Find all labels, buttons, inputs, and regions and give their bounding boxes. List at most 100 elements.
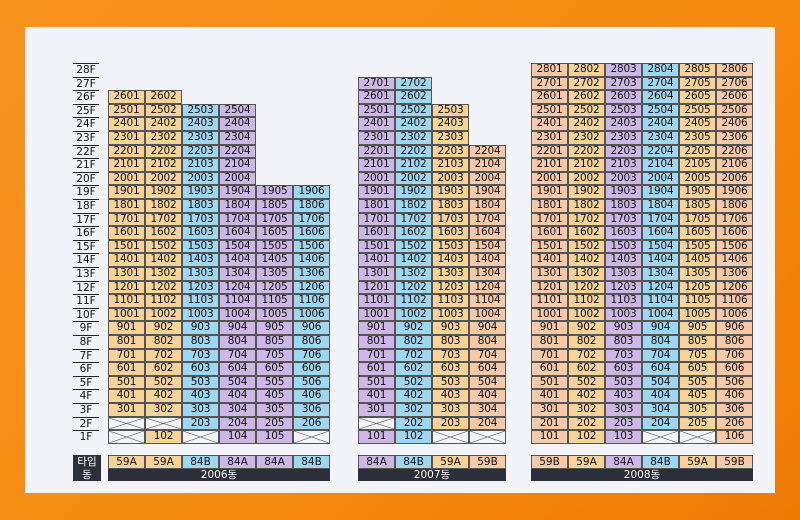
unit-cell[interactable]: 704	[219, 348, 256, 363]
unit-cell[interactable]: 1501	[358, 239, 395, 254]
unit-cell[interactable]: 404	[642, 389, 679, 403]
unit-cell[interactable]: 2501	[358, 103, 395, 118]
unit-cell[interactable]: 102	[568, 430, 605, 444]
unit-cell[interactable]: 1505	[256, 239, 293, 254]
unit-cell[interactable]: 1205	[679, 280, 716, 295]
unit-cell[interactable]: 1104	[469, 294, 506, 308]
unit-cell[interactable]: 406	[716, 389, 753, 403]
unit-cell[interactable]: 1902	[568, 185, 605, 199]
unit-cell[interactable]: 1604	[469, 226, 506, 240]
unit-cell[interactable]: 701	[358, 348, 395, 363]
unit-cell[interactable]: 2701	[358, 76, 395, 91]
unit-cell[interactable]: 1801	[358, 199, 395, 213]
unit-cell[interactable]: 2803	[605, 63, 642, 77]
unit-cell[interactable]: 1304	[642, 267, 679, 281]
unit-cell[interactable]: 1405	[679, 253, 716, 267]
unit-cell[interactable]: 706	[293, 348, 330, 363]
unit-cell[interactable]: 2304	[219, 131, 256, 145]
unit-cell[interactable]: 1605	[256, 226, 293, 240]
unit-cell[interactable]: 904	[469, 321, 506, 335]
unit-cell[interactable]: 601	[531, 362, 568, 376]
unit-cell[interactable]: 2004	[219, 171, 256, 186]
unit-cell[interactable]: 203	[605, 416, 642, 431]
unit-cell[interactable]: 1005	[679, 307, 716, 322]
unit-cell[interactable]: 1603	[432, 226, 469, 240]
unit-cell[interactable]: 1703	[605, 212, 642, 227]
unit-cell[interactable]: 1906	[293, 185, 330, 199]
unit-cell[interactable]: 203	[182, 416, 219, 431]
unit-cell[interactable]: 201	[531, 416, 568, 431]
unit-cell[interactable]: 2104	[219, 158, 256, 172]
unit-cell[interactable]: 2402	[568, 117, 605, 131]
unit-cell[interactable]: 1303	[605, 267, 642, 281]
unit-cell[interactable]: 2404	[642, 117, 679, 131]
unit-cell[interactable]: 901	[358, 321, 395, 335]
unit-cell[interactable]: 1903	[432, 185, 469, 199]
unit-cell[interactable]: 502	[395, 375, 432, 390]
unit-cell[interactable]: 101	[358, 430, 395, 444]
unit-cell[interactable]: 2204	[219, 144, 256, 159]
unit-cell[interactable]: 706	[716, 348, 753, 363]
unit-cell[interactable]: 1203	[182, 280, 219, 295]
unit-cell[interactable]: 1104	[642, 294, 679, 308]
unit-cell[interactable]: 2302	[395, 131, 432, 145]
unit-cell[interactable]: 1502	[568, 239, 605, 254]
unit-cell[interactable]: 1402	[568, 253, 605, 267]
unit-cell[interactable]: 1202	[395, 280, 432, 295]
unit-cell[interactable]: 205	[679, 416, 716, 431]
unit-cell[interactable]: 303	[605, 403, 642, 417]
unit-cell[interactable]: 1604	[219, 226, 256, 240]
unit-cell[interactable]: 1302	[395, 267, 432, 281]
unit-cell[interactable]: 102	[395, 430, 432, 444]
unit-cell[interactable]: 1202	[568, 280, 605, 295]
unit-cell[interactable]: 1401	[358, 253, 395, 267]
unit-cell[interactable]: 1203	[432, 280, 469, 295]
unit-cell[interactable]: 1101	[358, 294, 395, 308]
unit-cell[interactable]: 801	[531, 335, 568, 349]
unit-cell[interactable]: 206	[293, 416, 330, 431]
unit-cell[interactable]: 801	[108, 335, 145, 349]
unit-cell[interactable]: 1404	[219, 253, 256, 267]
unit-cell[interactable]: 601	[358, 362, 395, 376]
unit-cell[interactable]: 2805	[679, 63, 716, 77]
unit-cell[interactable]: 806	[716, 335, 753, 349]
unit-cell[interactable]: 1402	[145, 253, 182, 267]
unit-cell[interactable]: 2506	[716, 103, 753, 118]
unit-cell[interactable]: 1904	[642, 185, 679, 199]
unit-cell[interactable]: 1102	[395, 294, 432, 308]
unit-cell[interactable]: 2402	[145, 117, 182, 131]
unit-cell[interactable]: 105	[256, 430, 293, 444]
unit-cell[interactable]: 2702	[395, 76, 432, 91]
unit-cell[interactable]: 2002	[395, 171, 432, 186]
unit-cell[interactable]: 2204	[642, 144, 679, 159]
unit-cell[interactable]: 1901	[531, 185, 568, 199]
unit-cell[interactable]: 1903	[182, 185, 219, 199]
unit-cell[interactable]: 2201	[108, 144, 145, 159]
unit-cell[interactable]: 2406	[716, 117, 753, 131]
unit-cell[interactable]: 301	[531, 403, 568, 417]
unit-cell[interactable]: 302	[395, 403, 432, 417]
unit-cell[interactable]: 1406	[716, 253, 753, 267]
unit-cell[interactable]: 106	[716, 430, 753, 444]
unit-cell[interactable]: 401	[531, 389, 568, 403]
unit-cell[interactable]: 1706	[293, 212, 330, 227]
unit-cell[interactable]: 1905	[256, 185, 293, 199]
unit-cell[interactable]: 2602	[395, 90, 432, 104]
unit-cell[interactable]: 202	[395, 416, 432, 431]
unit-cell[interactable]: 1901	[108, 185, 145, 199]
unit-cell[interactable]: 1201	[108, 280, 145, 295]
unit-cell[interactable]: 402	[145, 389, 182, 403]
unit-cell[interactable]: 1002	[568, 307, 605, 322]
unit-cell[interactable]: 1606	[716, 226, 753, 240]
unit-cell[interactable]: 2101	[531, 158, 568, 172]
unit-cell[interactable]: 605	[679, 362, 716, 376]
unit-cell[interactable]: 1206	[293, 280, 330, 295]
unit-cell[interactable]: 2003	[605, 171, 642, 186]
unit-cell[interactable]: 1806	[716, 199, 753, 213]
unit-cell[interactable]: 2106	[716, 158, 753, 172]
unit-cell[interactable]: 2503	[605, 103, 642, 118]
unit-cell[interactable]: 2504	[642, 103, 679, 118]
unit-cell[interactable]: 701	[108, 348, 145, 363]
unit-cell[interactable]: 2401	[531, 117, 568, 131]
unit-cell[interactable]: 205	[256, 416, 293, 431]
